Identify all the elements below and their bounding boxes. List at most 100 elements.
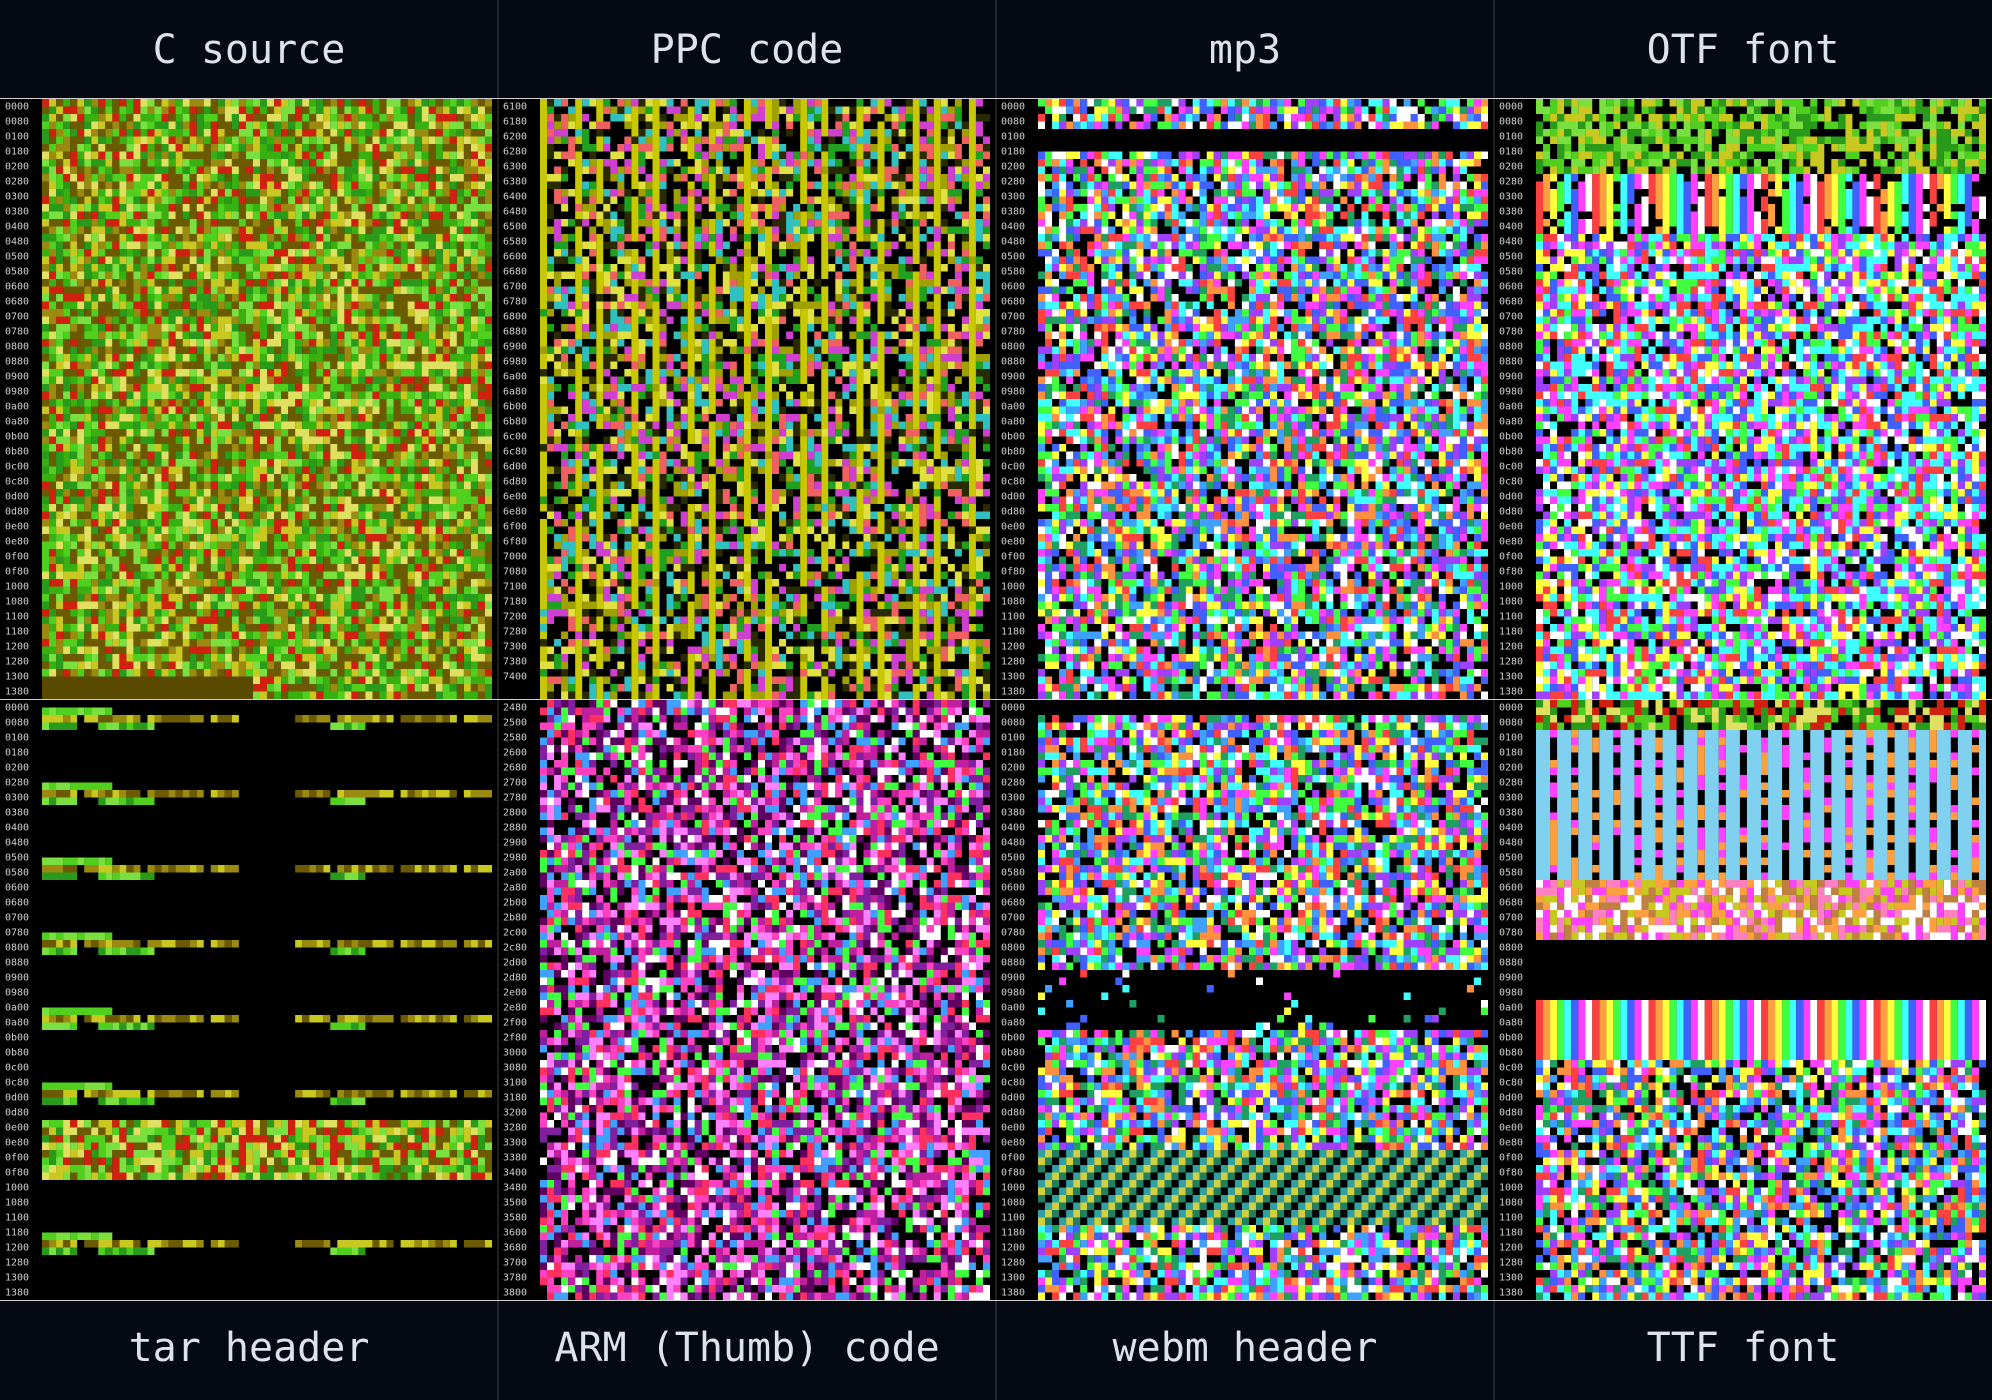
address-label: 0e00: [1499, 522, 1523, 533]
address-label: 0e80: [1001, 1138, 1025, 1149]
address-label: 1380: [1499, 687, 1523, 698]
address-label: 6b80: [503, 417, 527, 428]
address-label: 0d00: [1001, 1093, 1025, 1104]
address-label: 2d80: [503, 973, 527, 984]
address-label: 0480: [1001, 237, 1025, 248]
byte-pixels: [42, 676, 253, 699]
address-label: 1200: [5, 642, 29, 653]
address-label: 0100: [5, 132, 29, 143]
address-label: 6280: [503, 147, 527, 158]
address-label: 2f00: [503, 1018, 527, 1029]
address-label: 0380: [1001, 808, 1025, 819]
address-label: 0b00: [1001, 1033, 1025, 1044]
panel-title: mp3: [1209, 27, 1281, 73]
address-label: 6a00: [503, 372, 527, 383]
address-label: 2980: [503, 853, 527, 864]
address-label: 1300: [5, 672, 29, 683]
address-label: 1080: [1499, 1198, 1523, 1209]
address-label: 0f00: [5, 1153, 29, 1164]
byte-pixels: [540, 700, 990, 1300]
address-label: 2a80: [503, 883, 527, 894]
address-label: 0200: [1001, 162, 1025, 173]
address-label: 0a00: [1499, 1003, 1523, 1014]
address-label: 6700: [503, 282, 527, 293]
address-label: 0d80: [5, 1108, 29, 1119]
address-label: 0180: [1001, 748, 1025, 759]
address-label: 0500: [1001, 252, 1025, 263]
address-label: 0300: [1001, 793, 1025, 804]
address-label: 2f80: [503, 1033, 527, 1044]
address-label: 0480: [5, 237, 29, 248]
address-label: 0380: [1499, 808, 1523, 819]
address-label: 0e00: [5, 522, 29, 533]
address-label: 0200: [1001, 763, 1025, 774]
address-label: 0780: [1499, 327, 1523, 338]
address-label: 0180: [1001, 147, 1025, 158]
address-label: 0900: [1001, 973, 1025, 984]
address-label: 0480: [5, 838, 29, 849]
address-label: 1300: [1499, 1273, 1523, 1284]
address-label: 0b00: [1499, 1033, 1523, 1044]
address-label: 0e00: [1001, 1123, 1025, 1134]
byte-pixels: [1536, 174, 1986, 699]
address-label: 2480: [503, 703, 527, 714]
address-label: 0400: [1499, 222, 1523, 233]
address-label: 0880: [1001, 357, 1025, 368]
address-label: 0800: [1499, 943, 1523, 954]
address-label: 1180: [1499, 1228, 1523, 1239]
byte-pixels: [1536, 174, 1986, 699]
address-label: 0880: [5, 958, 29, 969]
address-label: 0580: [1499, 868, 1523, 879]
address-label: 1000: [1001, 582, 1025, 593]
address-label: 1180: [1001, 627, 1025, 638]
address-label: 1300: [1499, 672, 1523, 683]
address-label: 2e80: [503, 1003, 527, 1014]
address-label: 0600: [1001, 282, 1025, 293]
address-label: 6600: [503, 252, 527, 263]
address-label: 0a80: [5, 1018, 29, 1029]
address-label: 0700: [1499, 312, 1523, 323]
address-label: 3280: [503, 1123, 527, 1134]
address-label: 0a00: [1499, 402, 1523, 413]
address-label: 2e00: [503, 988, 527, 999]
address-label: 0b00: [5, 432, 29, 443]
address-label: 6200: [503, 132, 527, 143]
address-label: 0700: [5, 913, 29, 924]
address-label: 2780: [503, 793, 527, 804]
address-label: 1200: [1499, 642, 1523, 653]
address-label: 3680: [503, 1243, 527, 1254]
address-label: 7000: [503, 552, 527, 563]
address-label: 0000: [1001, 102, 1025, 113]
address-label: 0780: [1001, 327, 1025, 338]
address-label: 0580: [1499, 267, 1523, 278]
address-label: 0680: [5, 898, 29, 909]
byte-pixels: [1038, 99, 1488, 699]
byte-pixels: [1536, 700, 1979, 730]
address-label: 0300: [1499, 192, 1523, 203]
address-label: 0d80: [1001, 1108, 1025, 1119]
address-label: 0580: [5, 267, 29, 278]
address-label: 0c80: [1499, 1078, 1523, 1089]
address-label: 6d00: [503, 462, 527, 473]
address-label: 0b80: [1001, 1048, 1025, 1059]
address-label: 0280: [1499, 778, 1523, 789]
address-label: 0d00: [1499, 1093, 1523, 1104]
byte-pixels: [42, 99, 492, 699]
address-label: 0a80: [1001, 1018, 1025, 1029]
address-label: 2700: [503, 778, 527, 789]
address-label: 0800: [1001, 943, 1025, 954]
byte-pixels: [1536, 730, 1986, 1060]
address-label: 0780: [5, 928, 29, 939]
address-label: 3080: [503, 1063, 527, 1074]
address-label: 1380: [1499, 1288, 1523, 1299]
address-label: 0500: [1499, 853, 1523, 864]
address-label: 2600: [503, 748, 527, 759]
address-label: 1280: [1001, 1258, 1025, 1269]
address-label: 6400: [503, 192, 527, 203]
address-label: 0c00: [1001, 462, 1025, 473]
address-label: 1300: [1001, 672, 1025, 683]
address-label: 0c00: [1499, 1063, 1523, 1074]
byte-pixels: [540, 700, 990, 1300]
address-label: 0c00: [5, 462, 29, 473]
address-label: 1000: [1001, 1183, 1025, 1194]
